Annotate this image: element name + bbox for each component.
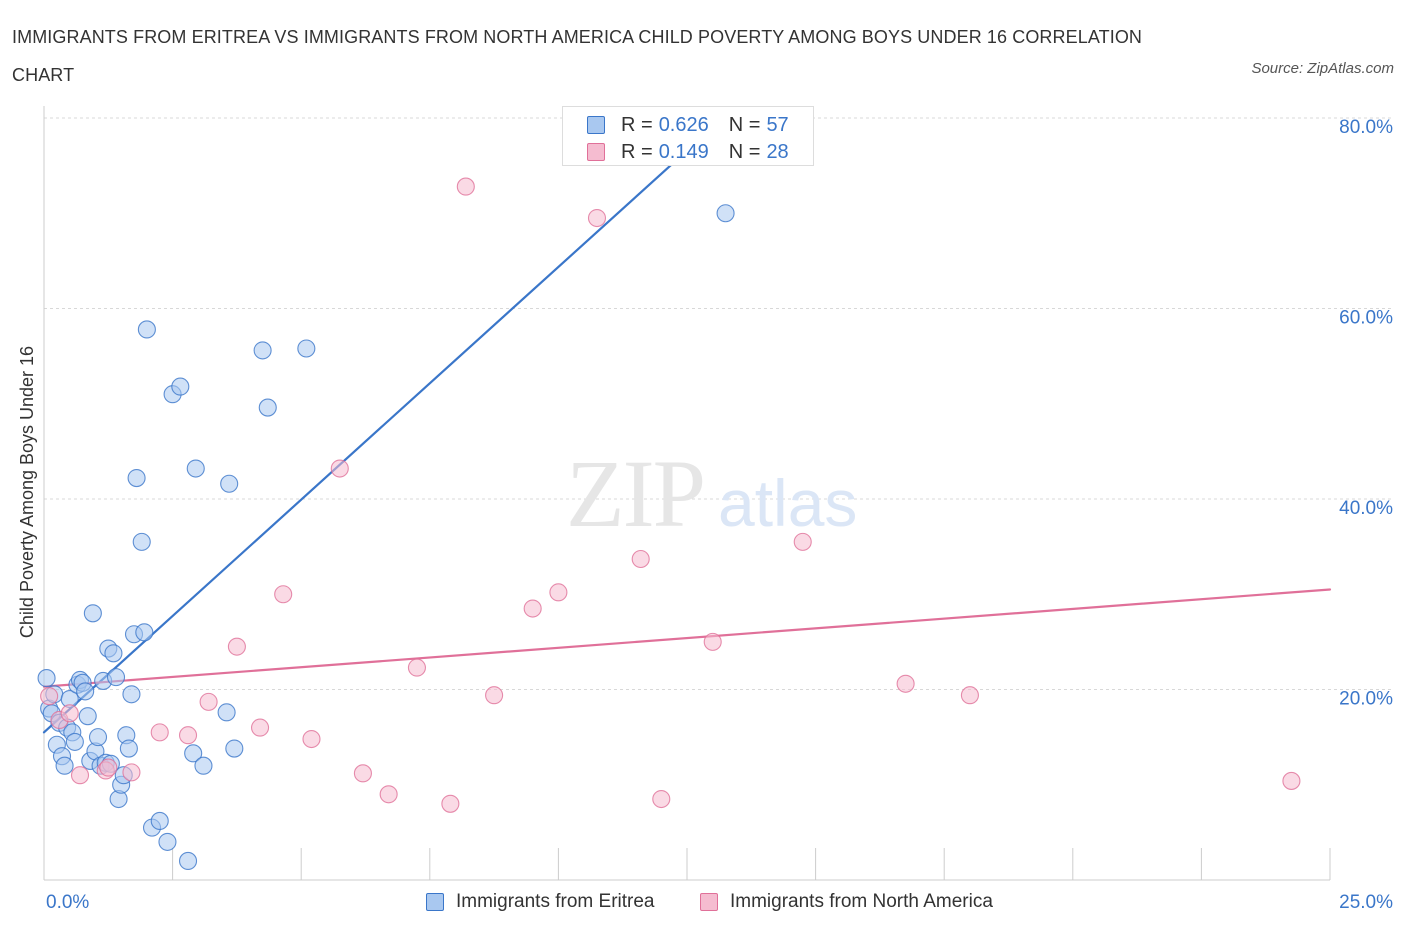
data-point [793, 532, 812, 551]
data-point [194, 756, 213, 775]
legend-swatch-eritrea [587, 116, 605, 134]
legend-swatch-north-america [587, 143, 605, 161]
data-point [407, 658, 426, 677]
axes-layer [43, 106, 1331, 881]
data-point [150, 811, 169, 830]
data-point [137, 320, 156, 339]
data-point [652, 789, 671, 809]
data-point [297, 339, 316, 358]
data-point [122, 763, 141, 782]
data-point [258, 398, 277, 417]
y-tick-label: 40.0% [1339, 498, 1393, 519]
legend-r-label: R = [621, 113, 653, 136]
data-point [549, 583, 568, 602]
data-point [78, 707, 97, 726]
data-point [1282, 771, 1301, 790]
data-point [485, 686, 504, 705]
data-point [127, 468, 146, 488]
legend-row-north-america: R = 0.149 N = 28 [587, 139, 789, 165]
series-label-north-america: Immigrants from North America [730, 891, 993, 912]
trend-line-north-america [42, 588, 1332, 688]
data-point [716, 204, 735, 223]
data-point [220, 474, 239, 493]
x-tick-label: 25.0% [1339, 892, 1393, 913]
points-layer [37, 177, 1301, 871]
data-point [184, 744, 203, 763]
data-point [253, 341, 272, 360]
data-point [99, 758, 118, 777]
series-points-north-america [40, 177, 1301, 813]
y-axis-title: Child Poverty Among Boys Under 16 [17, 346, 37, 638]
correlation-legend: R = 0.626 N = 57 R = 0.149 N = 28 [562, 106, 814, 166]
watermark-zip: ZIP [566, 440, 704, 547]
y-tick-label: 80.0% [1339, 117, 1393, 138]
data-point [106, 668, 126, 687]
data-point [178, 851, 198, 871]
data-point [217, 703, 236, 722]
legend-r-label: R = [621, 140, 653, 163]
data-point [122, 685, 141, 704]
data-point [171, 377, 190, 396]
legend-n-label: N = [728, 113, 761, 136]
data-point [119, 739, 138, 758]
legend-r-value: 0.626 [658, 113, 709, 136]
y-tick-label: 20.0% [1339, 689, 1393, 710]
data-point [896, 674, 915, 693]
data-point [55, 756, 74, 775]
series-swatch-eritrea [426, 893, 444, 911]
legend-n-value: 57 [766, 113, 789, 136]
data-point [274, 585, 293, 604]
watermark: ZIP atlas [566, 440, 857, 547]
data-point [37, 669, 56, 688]
data-point [199, 692, 218, 711]
series-legend-north-america: Immigrants from North America [700, 888, 993, 916]
data-point [104, 644, 123, 663]
data-point [250, 718, 270, 737]
trend-line-eritrea [42, 116, 725, 734]
data-point [330, 459, 349, 478]
series-legend-eritrea: Immigrants from Eritrea [426, 888, 654, 916]
legend-n-value: 28 [766, 140, 789, 163]
data-point [960, 686, 979, 705]
data-point [88, 728, 108, 747]
series-label-eritrea: Immigrants from Eritrea [456, 891, 655, 912]
data-point [703, 632, 722, 651]
data-point [456, 177, 475, 196]
data-point [523, 599, 542, 618]
data-point [150, 723, 169, 742]
data-point [40, 687, 59, 706]
data-point [158, 832, 177, 851]
data-point [186, 459, 205, 478]
legend-row-eritrea: R = 0.626 N = 57 [587, 112, 789, 138]
data-point [132, 532, 151, 551]
data-point [587, 208, 607, 228]
y-tick-label: 60.0% [1339, 308, 1393, 329]
grid-layer [44, 117, 1394, 690]
series-points-eritrea [37, 204, 735, 871]
source-credit: Source: ZipAtlas.com [1251, 60, 1394, 77]
series-swatch-north-america [700, 893, 718, 911]
data-point [631, 549, 650, 569]
watermark-atlas: atlas [718, 466, 857, 540]
data-point [76, 682, 95, 701]
data-point [225, 739, 244, 758]
labels-layer: 20.0% 40.0% 60.0% 80.0% 0.0% 25.0% Child Pover… [17, 117, 1393, 913]
legend-r-value: 0.149 [658, 140, 709, 163]
chart-title: IMMIGRANTS FROM ERITREA VS IMMIGRANTS FR… [12, 27, 1143, 85]
data-point [227, 637, 246, 656]
legend-n-label: N = [728, 140, 761, 163]
data-point [135, 623, 154, 642]
data-point [302, 729, 321, 749]
data-point [60, 704, 79, 723]
trend-layer [42, 116, 1332, 734]
data-point [441, 794, 460, 813]
x-tick-label: 0.0% [46, 892, 89, 913]
data-point [178, 726, 198, 745]
data-point [379, 785, 398, 804]
data-point [83, 604, 102, 623]
data-point [70, 766, 90, 785]
data-point [353, 764, 372, 783]
data-point [65, 732, 84, 751]
